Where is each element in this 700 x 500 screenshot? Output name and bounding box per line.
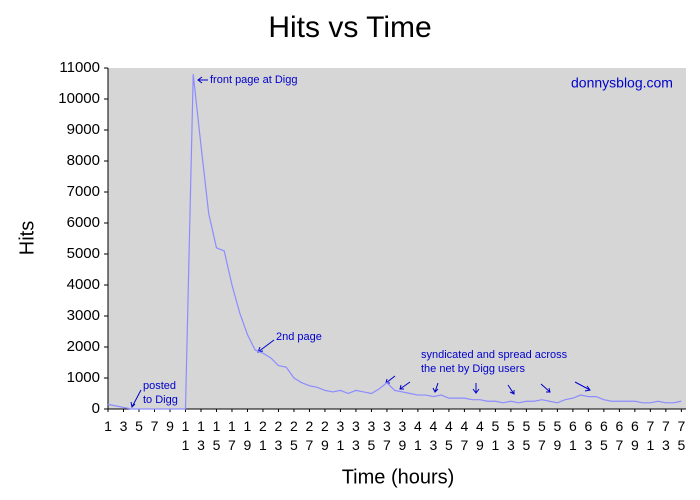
x-tick-label: 59 [553,418,562,453]
annotation: front page at Digg [210,74,297,86]
y-tick-label: 11000 [59,59,100,76]
annotation-arrows [130,76,591,409]
y-tick-label: 4000 [67,276,100,293]
x-tick-label: 5 [135,418,143,434]
annotation: the net by Digg users [421,363,525,375]
annotation: posted [143,380,176,392]
x-tick-label: 35 [367,418,376,453]
annotation: to Digg [143,394,178,406]
y-tick-label: 10000 [58,90,100,107]
x-tick-label: 17 [228,418,236,453]
annotation: syndicated and spread across [421,349,568,361]
arrow [197,76,208,84]
arrow [399,381,411,390]
y-tick-label: 9000 [67,121,100,138]
arrow [574,381,591,392]
x-tick-label: 21 [259,418,267,453]
arrow [130,389,142,409]
x-tick-label: 39 [398,418,407,453]
x-tick-label: 49 [475,418,484,453]
x-tick-label: 51 [491,418,500,453]
arrow [257,339,275,353]
y-tick-label: 7000 [67,183,100,200]
arrow [472,383,480,394]
x-tick-label: 3 [119,418,128,434]
x-tick-label: 61 [568,418,577,453]
y-tick-label: 6000 [67,214,100,231]
x-tick-label: 73 [661,418,670,453]
arrow [432,382,439,393]
x-tick-label: 31 [336,418,345,453]
plot-area [108,68,686,409]
x-tick-label: 55 [522,418,531,453]
y-tick-label: 2000 [67,338,100,355]
y-tick-label: 5000 [67,245,100,262]
x-tick-label: 45 [445,418,453,453]
annotation: 2nd page [276,331,322,343]
x-tick-label: 41 [414,418,422,453]
x-tick-label: 63 [584,418,593,453]
x-tick-label: 75 [677,418,686,453]
x-tick-label: 69 [630,418,639,453]
y-tick-label: 3000 [67,307,100,324]
y-tick-label: 0 [92,400,100,417]
x-tick-label: 53 [506,418,515,453]
x-tick-label: 65 [599,418,608,453]
x-tick-label: 47 [460,418,469,453]
x-axis-label: Time (hours) [342,466,455,488]
x-tick-label: 1 [104,418,112,434]
x-tick-label: 7 [150,418,159,434]
x-tick-label: 13 [197,418,205,453]
x-tick-label: 57 [537,418,546,453]
arrow [507,384,515,395]
x-tick-label: 37 [383,418,391,453]
x-tick-label: 27 [305,418,314,453]
y-tick-label: 8000 [67,152,100,169]
arrow [540,383,551,393]
x-tick-label: 25 [290,418,298,453]
x-tick-label: 9 [166,418,174,434]
data-line [107,74,682,410]
chart-title: Hits vs Time [268,11,431,44]
x-tick-label: 15 [212,418,221,453]
y-axis-label: Hits [16,221,38,255]
x-tick-label: 19 [243,418,252,453]
x-tick-label: 29 [321,418,329,453]
y-tick-label: 1000 [67,369,100,386]
x-tick-label: 43 [429,418,438,453]
watermark: donnysblog.com [571,75,673,91]
x-tick-label: 23 [274,418,283,453]
x-tick-label: 67 [615,418,624,453]
x-tick-label: 33 [352,418,360,453]
x-tick-label: 11 [181,418,190,453]
x-tick-label: 71 [646,418,655,453]
